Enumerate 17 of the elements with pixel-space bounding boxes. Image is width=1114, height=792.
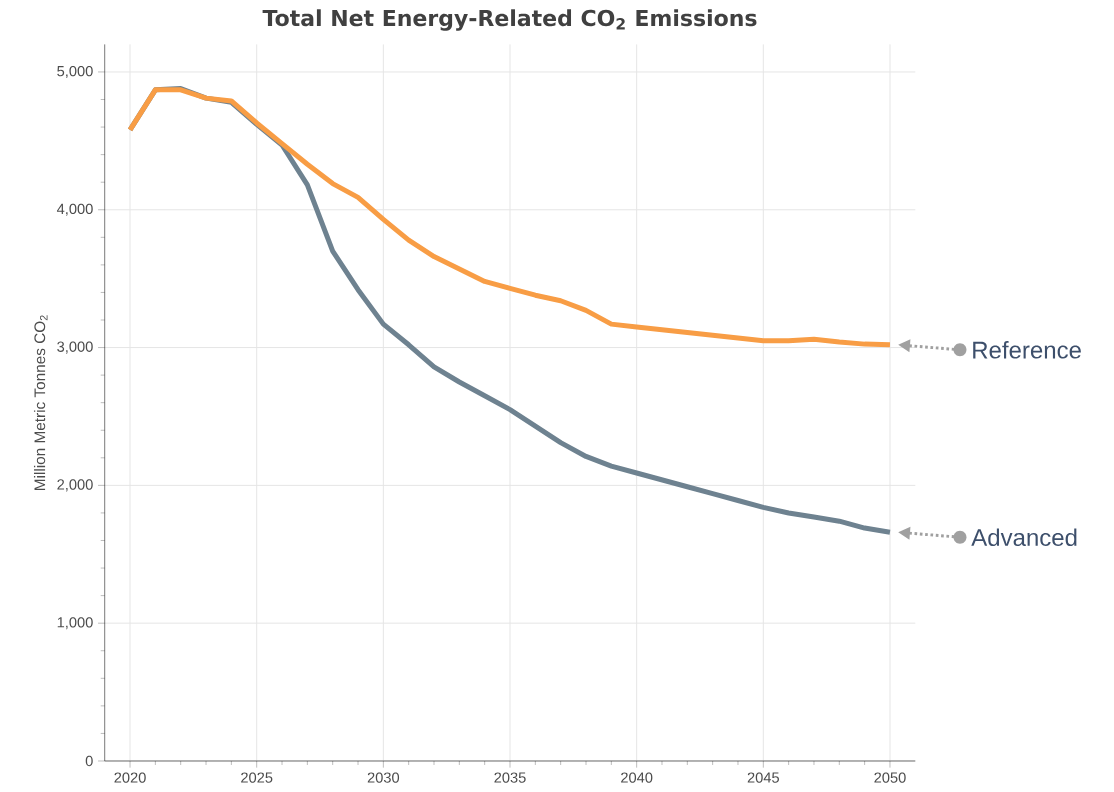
x-tick-label: 2020 (114, 772, 146, 783)
x-tick-label: 2040 (621, 772, 653, 783)
x-tick-label: 2030 (367, 772, 400, 783)
text: Advanced (971, 528, 1077, 547)
chart-title: Total Net Energy-Related CO$_{2}$ Emissions (262, 9, 757, 31)
x-tick-label: 2035 (494, 772, 526, 783)
y-tick-label: 5,000 (57, 65, 93, 79)
y-tick-label: 2,000 (57, 479, 93, 492)
x-tick-label: 2025 (241, 772, 273, 783)
x-tick-label: 2050 (874, 772, 906, 783)
y-tick-label: 3,000 (57, 341, 93, 354)
y-tick-label: 4,000 (56, 203, 93, 216)
y-axis-title: Million Metric Tonnes CO$_{2}$ (33, 315, 48, 490)
y-tick-label: 0 (85, 755, 93, 767)
text: Reference (973, 341, 1081, 359)
x-tick-label: 2045 (747, 772, 779, 783)
y-tick-label: 1,000 (57, 617, 93, 630)
